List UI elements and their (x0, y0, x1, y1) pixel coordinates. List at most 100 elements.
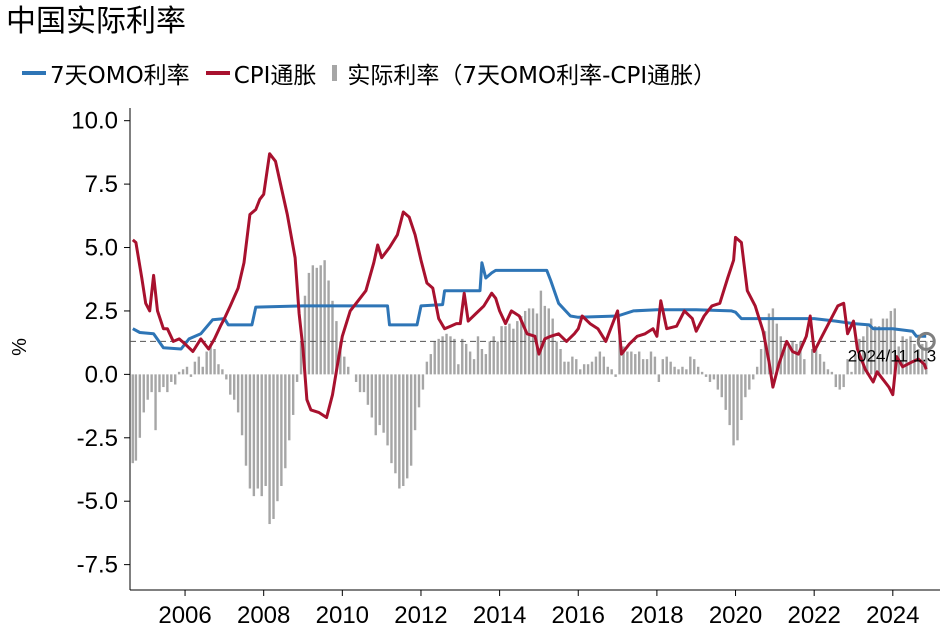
bar-real-rate (472, 359, 476, 375)
bar-real-rate (700, 371, 704, 375)
bar-real-rate (641, 359, 645, 375)
bar-real-rate (586, 364, 590, 375)
bar-real-rate (394, 374, 397, 474)
bar-real-rate (748, 374, 751, 390)
series-line-cpi (131, 152, 928, 419)
bar-real-rate (826, 369, 830, 375)
bar-real-rate (390, 374, 393, 464)
bar-real-rate (217, 364, 220, 375)
chart-legend: 7天OMO利率 CPI通胀 实际利率（7天OMO利率-CPI通胀） (22, 56, 732, 90)
legend-label-omo: 7天OMO利率 (50, 63, 190, 89)
legend-item-omo: 7天OMO利率 (22, 56, 190, 90)
bar-real-rate (174, 374, 177, 385)
bar-real-rate (645, 359, 649, 375)
bar-real-rate (177, 371, 181, 375)
bar-real-rate (225, 374, 228, 380)
bar-real-rate (229, 374, 232, 395)
legend-label-real-rate: 实际利率（7天OMO利率-CPI通胀） (347, 63, 717, 89)
bar-real-rate (775, 323, 779, 375)
legend-item-real-rate: 实际利率（7天OMO利率-CPI通胀） (332, 56, 716, 90)
bar-real-rate (866, 326, 869, 375)
y-tick-label: -7.5 (77, 552, 118, 579)
bar-real-rate (339, 341, 342, 375)
legend-label-cpi: CPI通胀 (233, 63, 317, 89)
bar-real-rate (885, 318, 889, 375)
bar-real-rate (618, 336, 621, 375)
bar-real-rate (539, 290, 543, 375)
bar-real-rate (464, 343, 468, 375)
bar-real-rate (799, 341, 802, 375)
bar-real-rate (649, 351, 653, 375)
bar-real-rate (811, 349, 814, 375)
bar-real-rate (921, 343, 924, 375)
bar-real-rate (299, 341, 303, 375)
bar-real-rate (370, 374, 374, 418)
bar-real-rate (582, 364, 586, 375)
bar-real-rate (476, 336, 480, 375)
bar-real-rate (602, 356, 606, 375)
bar-real-rate (181, 369, 185, 375)
bar-real-rate (626, 351, 629, 375)
bar-real-rate (492, 336, 495, 375)
bar-real-rate (433, 341, 436, 375)
bar-real-rate (763, 331, 767, 375)
bar-real-rate (409, 374, 413, 466)
x-tick-label: 2012 (394, 602, 447, 629)
bar-real-rate (881, 318, 885, 375)
bar-real-rate (614, 374, 617, 377)
y-axis-label: % (9, 338, 31, 356)
bar-real-rate (657, 374, 661, 382)
bar-real-rate (500, 326, 503, 375)
bar-real-rate (567, 361, 570, 375)
bar-real-rate (508, 323, 511, 375)
bar-real-rate (606, 366, 609, 375)
bar-real-rate (634, 354, 637, 375)
bar-real-rate (512, 328, 515, 375)
bar-real-rate (504, 326, 507, 375)
bar-real-rate (236, 374, 240, 413)
bar-real-rate (669, 361, 672, 375)
bar-real-rate (834, 374, 838, 388)
bar-real-rate (516, 321, 519, 375)
bar-real-rate (425, 361, 429, 375)
y-tick-label: 10.0 (71, 108, 118, 135)
annotation-marker (916, 331, 936, 351)
bar-real-rate (417, 374, 421, 408)
x-tick-label: 2010 (316, 602, 369, 629)
bar-real-rate (386, 374, 389, 446)
bar-real-rate (803, 359, 806, 375)
x-tick-label: 2022 (787, 602, 840, 629)
bar-real-rate (138, 374, 142, 438)
x-tick-label: 2006 (158, 602, 211, 629)
legend-item-cpi: CPI通胀 (205, 56, 317, 90)
bar-real-rate (594, 356, 598, 375)
bar-real-rate (712, 374, 716, 380)
bar-real-rate (382, 374, 385, 433)
bar-real-rate (413, 374, 417, 431)
bar-real-rate (913, 343, 916, 375)
bar-real-rate (708, 374, 712, 382)
bar-real-rate (795, 343, 798, 375)
bar-real-rate (134, 374, 138, 461)
bar-real-rate (555, 341, 558, 375)
bar-real-rate (728, 374, 731, 426)
bar-real-rate (280, 374, 283, 486)
bar-real-rate (736, 374, 739, 441)
bar-real-rate (170, 374, 173, 382)
bar-real-rate (661, 359, 664, 375)
bar-real-rate (862, 336, 865, 375)
bar-real-rate (559, 349, 562, 375)
bar-real-rate (571, 356, 574, 375)
bar-real-rate (579, 369, 582, 375)
y-tick-label: 5.0 (85, 235, 118, 262)
bar-real-rate (441, 336, 444, 375)
bar-real-rate (162, 374, 165, 388)
bar-real-rate (272, 374, 275, 519)
y-tick-label: 0.0 (85, 361, 118, 388)
bar-real-rate (315, 267, 318, 375)
bar-real-rate (347, 366, 350, 375)
bar-real-rate (343, 356, 346, 375)
bar-real-rate (244, 374, 248, 466)
bar-real-rate (905, 338, 908, 375)
